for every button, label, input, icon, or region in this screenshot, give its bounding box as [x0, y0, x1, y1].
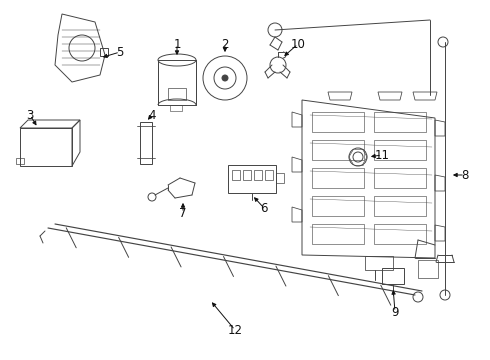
Bar	[312, 168, 364, 188]
Text: 11: 11	[374, 149, 390, 162]
Bar	[374, 168, 426, 188]
Bar	[232, 170, 240, 180]
Text: 4: 4	[148, 108, 156, 122]
Bar	[374, 224, 426, 244]
Bar	[254, 170, 262, 180]
Bar	[265, 170, 273, 180]
Text: 1: 1	[173, 37, 181, 50]
Bar	[100, 48, 108, 56]
Bar	[16, 158, 24, 164]
Bar	[418, 260, 438, 278]
Text: 3: 3	[26, 108, 34, 122]
Bar	[374, 112, 426, 132]
Bar	[312, 224, 364, 244]
Text: 7: 7	[179, 207, 187, 220]
Bar	[312, 196, 364, 216]
Text: 6: 6	[260, 202, 268, 215]
Bar	[140, 122, 152, 164]
Bar	[228, 165, 276, 193]
Bar	[170, 105, 182, 111]
Bar	[276, 173, 284, 183]
Bar	[312, 140, 364, 160]
Text: 10: 10	[291, 37, 305, 50]
Bar	[374, 140, 426, 160]
Bar	[312, 112, 364, 132]
Text: 8: 8	[461, 168, 469, 181]
Bar	[374, 196, 426, 216]
Bar	[158, 60, 196, 105]
Bar	[168, 88, 186, 100]
Text: 9: 9	[391, 306, 399, 319]
Text: 5: 5	[116, 45, 123, 59]
Circle shape	[222, 75, 228, 81]
Bar	[243, 170, 251, 180]
Text: 12: 12	[227, 324, 243, 337]
Bar	[365, 256, 393, 270]
Bar	[20, 128, 72, 166]
Bar	[382, 268, 404, 284]
Text: 2: 2	[221, 37, 229, 50]
